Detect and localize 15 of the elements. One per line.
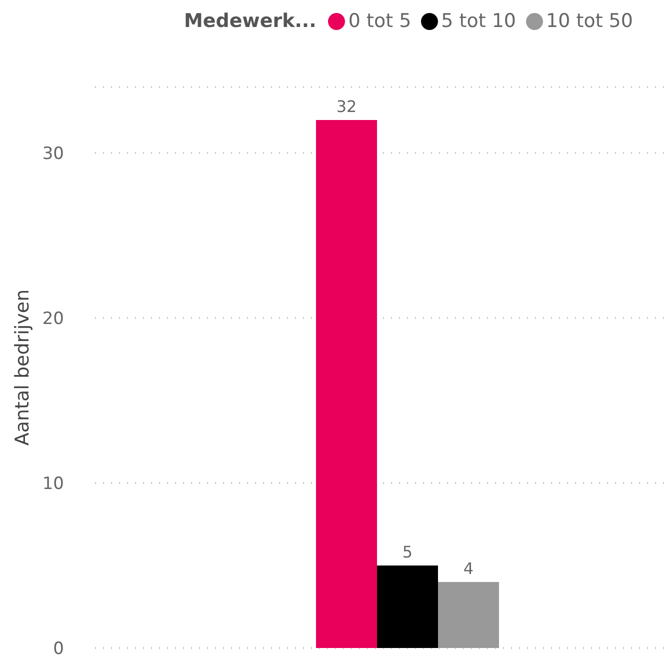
legend-label: 10 tot 50 (546, 10, 633, 32)
y-tick-label: 30 (42, 144, 64, 164)
legend-title: Medewerk... (184, 10, 316, 32)
legend-label: 0 tot 5 (348, 10, 412, 32)
bar (438, 582, 499, 648)
data-label: 32 (336, 97, 357, 116)
bar (316, 120, 377, 648)
data-label: 5 (402, 542, 413, 562)
y-axis-title: Aantal bedrijven (12, 289, 34, 446)
bar (377, 566, 438, 648)
data-label: 4 (463, 559, 474, 578)
y-tick-label: 0 (53, 639, 64, 657)
y-tick-label: 20 (42, 309, 64, 330)
legend-label: 5 tot 10 (441, 10, 516, 32)
y-tick-label: 10 (42, 474, 64, 494)
